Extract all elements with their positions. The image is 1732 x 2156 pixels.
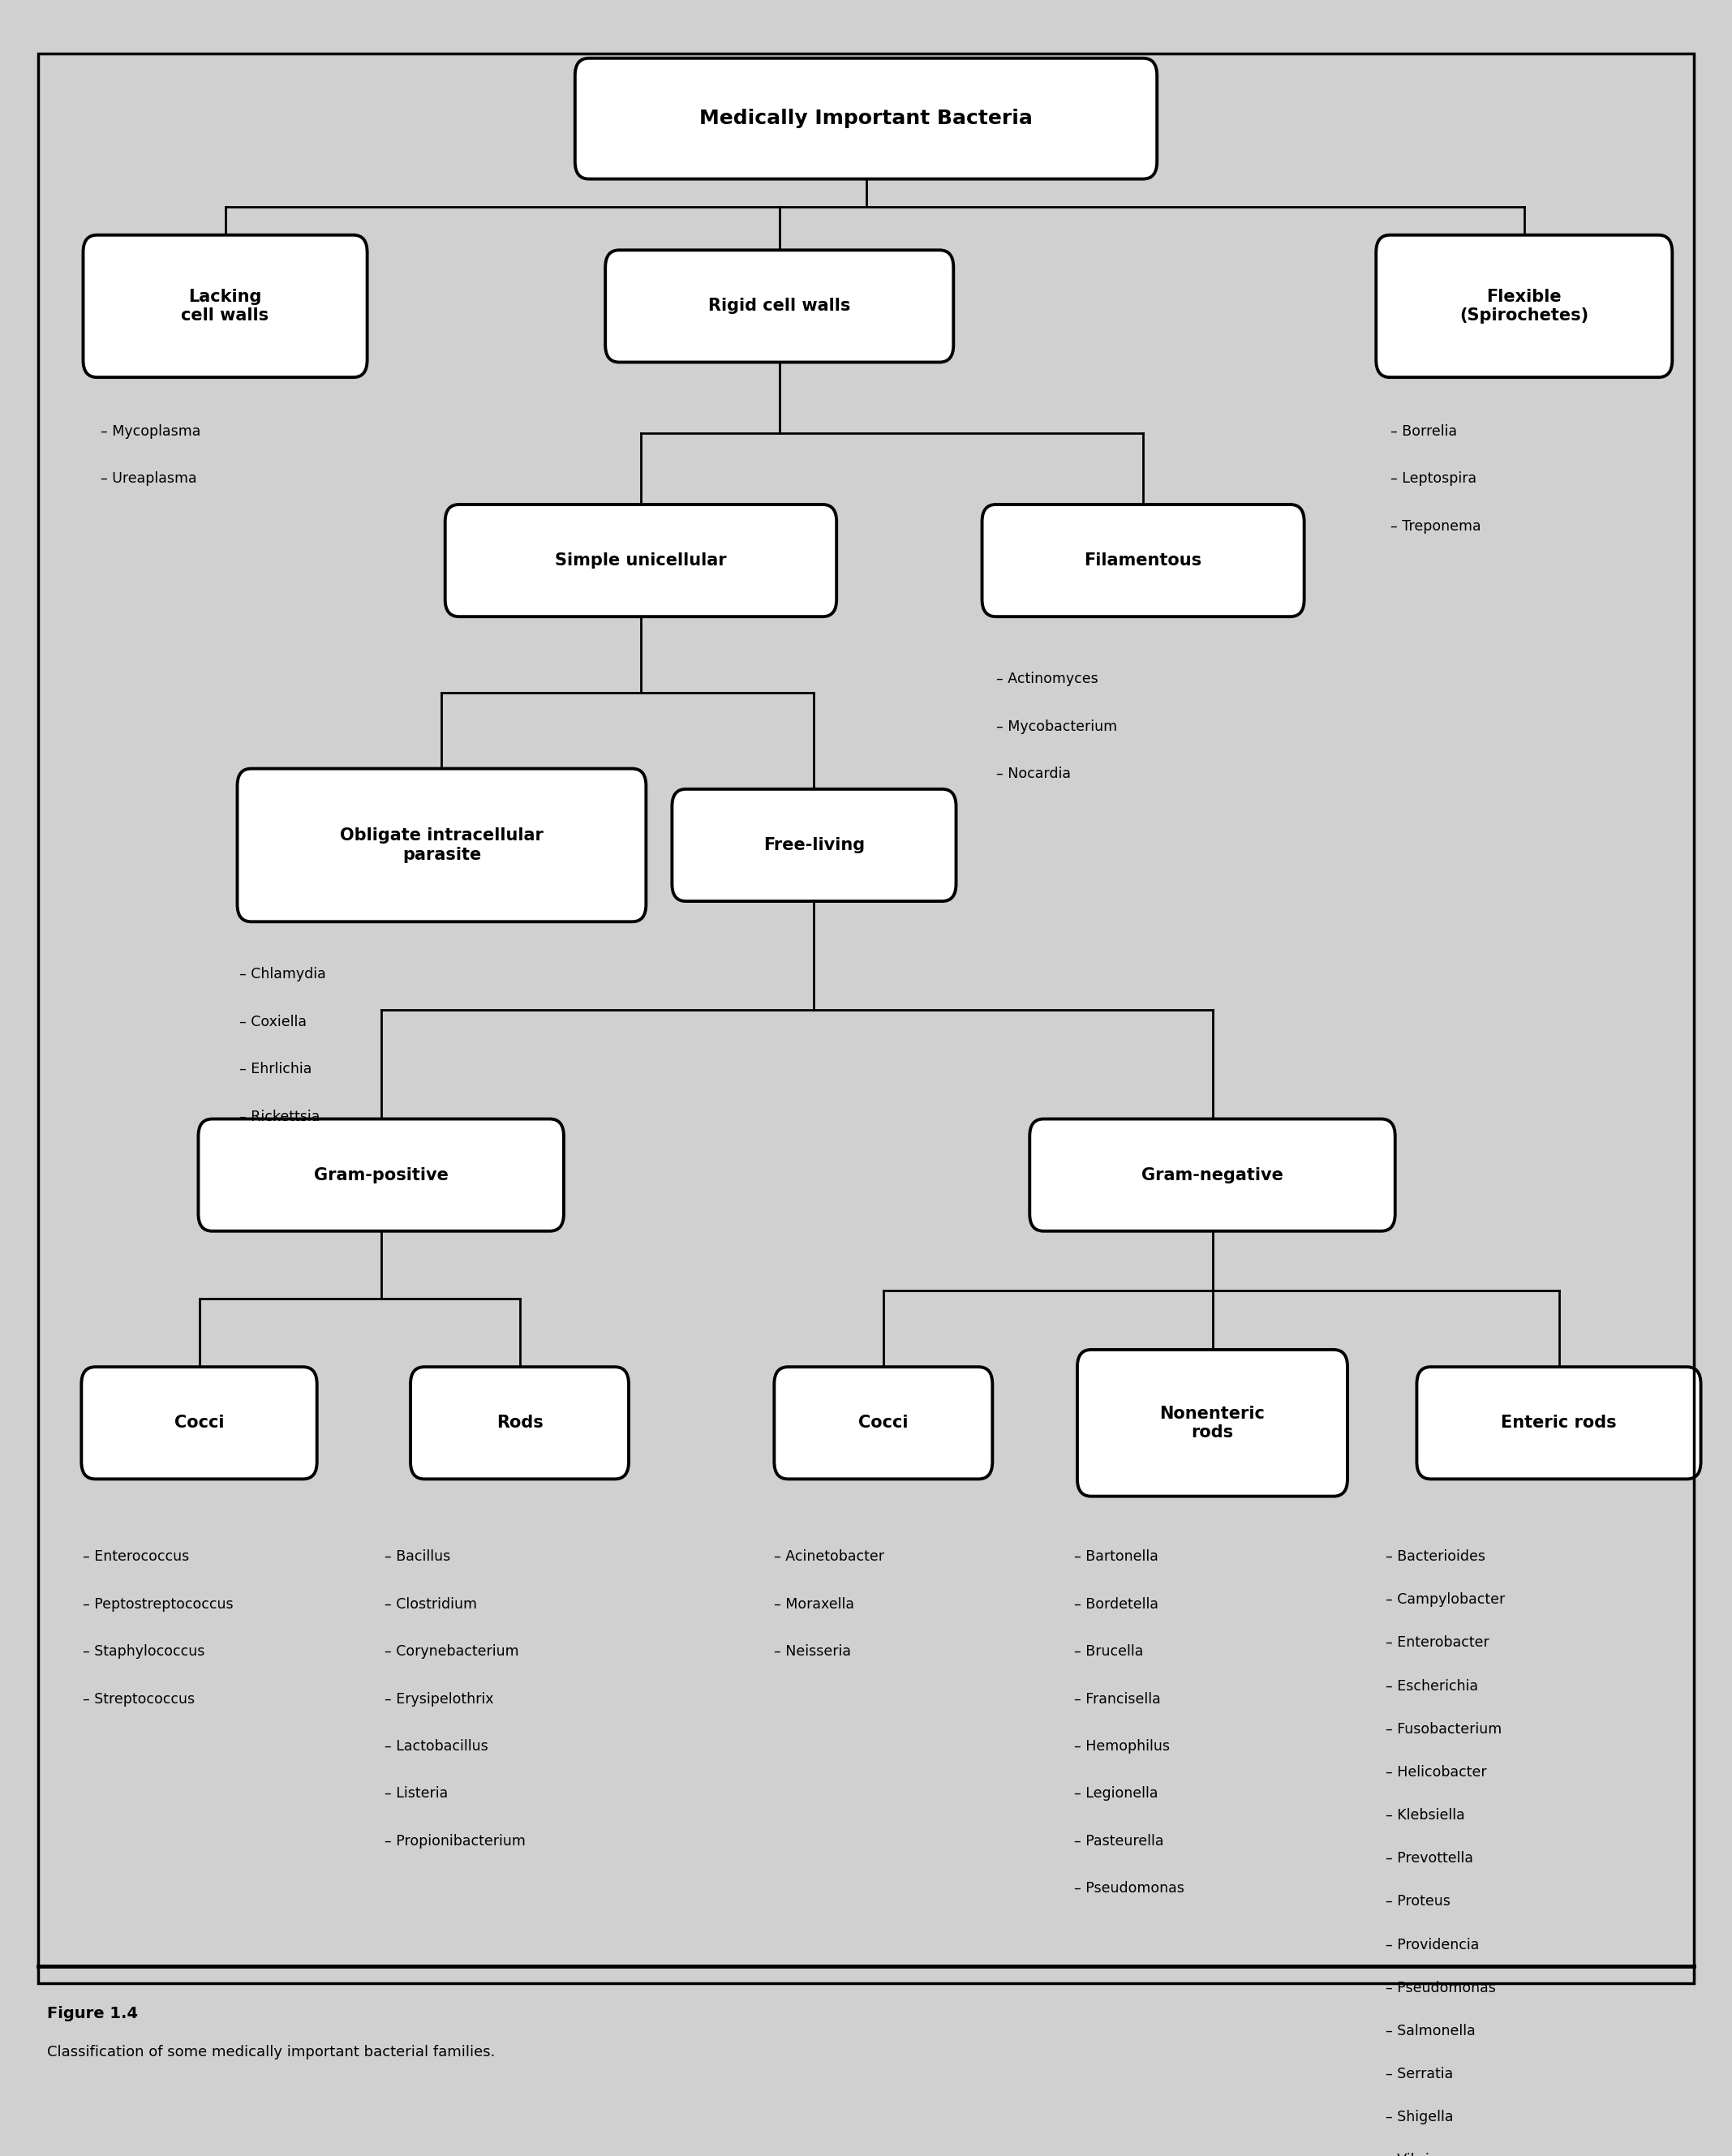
Text: – Brucella: – Brucella [1074,1645,1143,1658]
Text: – Salmonella: – Salmonella [1386,2024,1476,2037]
FancyBboxPatch shape [1417,1367,1701,1479]
Text: – Mycoplasma: – Mycoplasma [100,425,201,438]
FancyBboxPatch shape [83,235,367,377]
FancyBboxPatch shape [1375,235,1673,377]
Text: – Shigella: – Shigella [1386,2111,1453,2124]
Text: – Hemophilus: – Hemophilus [1074,1740,1169,1753]
Text: – Fusobacterium: – Fusobacterium [1386,1723,1502,1736]
Text: – Bacterioides: – Bacterioides [1386,1550,1486,1563]
FancyBboxPatch shape [81,1367,317,1479]
Text: Gram-positive: Gram-positive [313,1166,449,1184]
Text: – Borrelia: – Borrelia [1391,425,1457,438]
Text: – Erysipelothrix: – Erysipelothrix [385,1692,494,1705]
Text: – Acinetobacter: – Acinetobacter [774,1550,885,1563]
Text: – Clostridium: – Clostridium [385,1598,476,1611]
Text: – Ureaplasma: – Ureaplasma [100,472,197,485]
Text: – Treponema: – Treponema [1391,520,1481,533]
Text: Enteric rods: Enteric rods [1502,1414,1616,1432]
FancyBboxPatch shape [774,1367,992,1479]
FancyBboxPatch shape [1077,1350,1347,1496]
Text: – Nocardia: – Nocardia [996,768,1070,780]
Text: – Neisseria: – Neisseria [774,1645,850,1658]
Text: – Bartonella: – Bartonella [1074,1550,1159,1563]
Text: – Pseudomonas: – Pseudomonas [1386,1981,1496,1994]
FancyBboxPatch shape [982,505,1304,617]
Text: Gram-negative: Gram-negative [1141,1166,1283,1184]
FancyBboxPatch shape [237,770,646,923]
Text: Nonenteric
rods: Nonenteric rods [1160,1406,1264,1440]
Text: – Enterococcus: – Enterococcus [83,1550,189,1563]
Text: Rigid cell walls: Rigid cell walls [708,298,850,315]
Text: – Propionibacterium: – Propionibacterium [385,1835,525,1848]
Text: – Ehrlichia: – Ehrlichia [239,1063,312,1076]
FancyBboxPatch shape [410,1367,629,1479]
Text: – Legionella: – Legionella [1074,1787,1157,1800]
Text: – Prevottella: – Prevottella [1386,1852,1474,1865]
Text: Cocci: Cocci [859,1414,908,1432]
Text: – Providencia: – Providencia [1386,1938,1479,1951]
Text: – Enterobacter: – Enterobacter [1386,1636,1490,1649]
Text: Lacking
cell walls: Lacking cell walls [182,289,268,323]
Bar [38,54,1694,1984]
Text: – Actinomyces: – Actinomyces [996,673,1098,686]
Text: – Campylobacter: – Campylobacter [1386,1593,1505,1606]
Text: – Leptospira: – Leptospira [1391,472,1477,485]
Text: – Pasteurella: – Pasteurella [1074,1835,1164,1848]
Text: – Peptostreptococcus: – Peptostreptococcus [83,1598,234,1611]
Text: Free-living: Free-living [764,837,864,854]
Text: Simple unicellular: Simple unicellular [554,552,727,569]
Text: Medically Important Bacteria: Medically Important Bacteria [700,108,1032,129]
FancyBboxPatch shape [575,58,1157,179]
Text: – Corynebacterium: – Corynebacterium [385,1645,520,1658]
Text: Filamentous: Filamentous [1084,552,1202,569]
Text: – Pseudomonas: – Pseudomonas [1074,1882,1185,1895]
Text: Rods: Rods [495,1414,544,1432]
Text: Figure 1.4: Figure 1.4 [47,2005,137,2022]
Text: – Moraxella: – Moraxella [774,1598,854,1611]
Text: – Proteus: – Proteus [1386,1895,1450,1908]
Text: Flexible
(Spirochetes): Flexible (Spirochetes) [1460,289,1588,323]
Text: – Coxiella: – Coxiella [239,1015,307,1028]
Text: – Rickettsia: – Rickettsia [239,1110,320,1123]
Text: – Helicobacter: – Helicobacter [1386,1766,1486,1779]
Text: – Mycobacterium: – Mycobacterium [996,720,1117,733]
FancyBboxPatch shape [197,1119,565,1231]
Text: Obligate intracellular
parasite: Obligate intracellular parasite [339,828,544,862]
FancyBboxPatch shape [672,789,956,901]
FancyBboxPatch shape [1029,1119,1394,1231]
Text: – Lactobacillus: – Lactobacillus [385,1740,488,1753]
Text: – Bordetella: – Bordetella [1074,1598,1159,1611]
FancyBboxPatch shape [445,505,837,617]
Text: – Vibrio: – Vibrio [1386,2154,1438,2156]
Text: Classification of some medically important bacterial families.: Classification of some medically importa… [47,2046,495,2059]
Text: – Serratia: – Serratia [1386,2068,1453,2081]
FancyBboxPatch shape [606,250,953,362]
Text: – Bacillus: – Bacillus [385,1550,450,1563]
Text: – Listeria: – Listeria [385,1787,449,1800]
Text: – Streptococcus: – Streptococcus [83,1692,196,1705]
Text: – Escherichia: – Escherichia [1386,1680,1477,1692]
Text: – Klebsiella: – Klebsiella [1386,1809,1465,1822]
Text: – Francisella: – Francisella [1074,1692,1160,1705]
Text: – Staphylococcus: – Staphylococcus [83,1645,204,1658]
Text: – Chlamydia: – Chlamydia [239,968,326,981]
Text: Cocci: Cocci [175,1414,223,1432]
